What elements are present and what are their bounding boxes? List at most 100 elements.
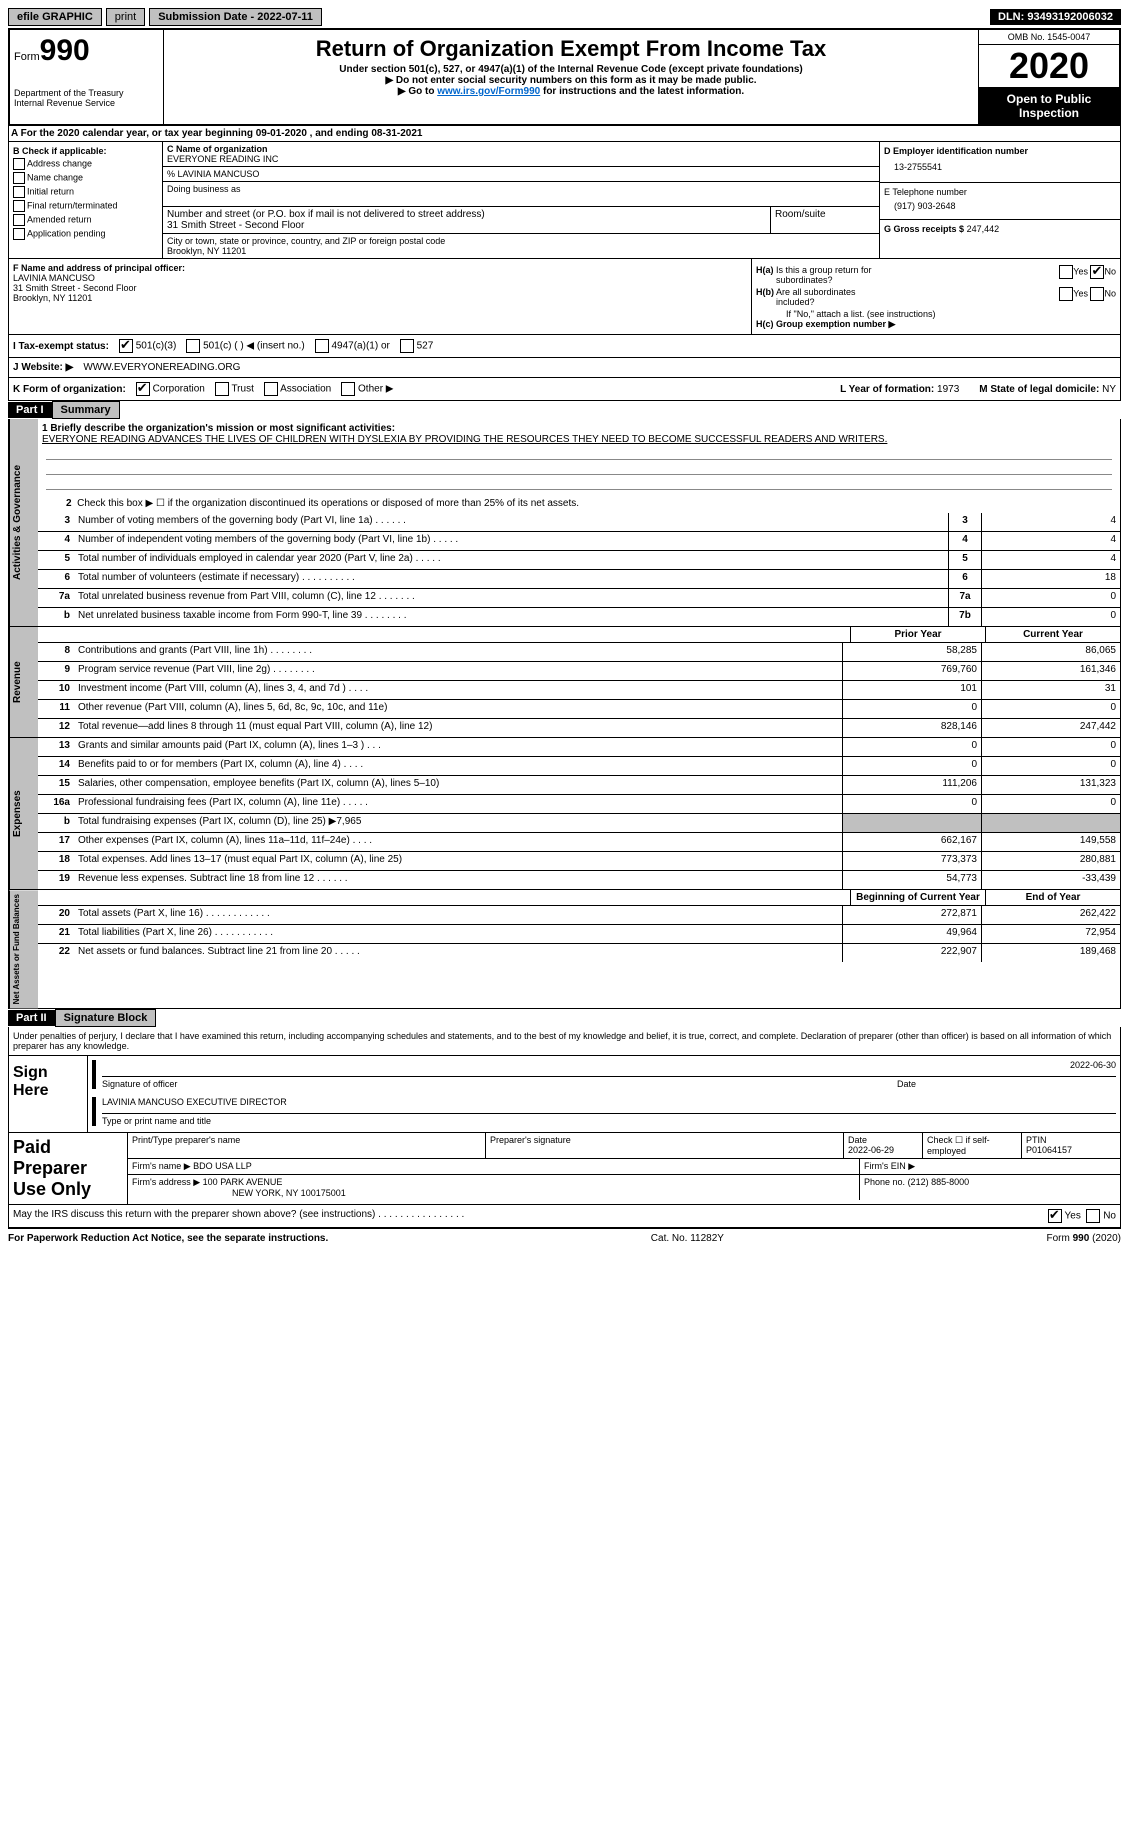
hc-label: H(c) Group exemption number ▶ bbox=[756, 319, 1116, 330]
table-row: 16a Professional fundraising fees (Part … bbox=[38, 795, 1120, 814]
check-address[interactable] bbox=[13, 158, 25, 170]
table-row: 20 Total assets (Part X, line 16) . . . … bbox=[38, 906, 1120, 925]
table-row: 11 Other revenue (Part VIII, column (A),… bbox=[38, 700, 1120, 719]
note-goto-post: for instructions and the latest informat… bbox=[540, 86, 744, 97]
chk-trust[interactable] bbox=[215, 382, 229, 396]
table-row: 10 Investment income (Part VIII, column … bbox=[38, 681, 1120, 700]
discuss-yes[interactable] bbox=[1048, 1209, 1062, 1223]
officer-addr1: 31 Smith Street - Second Floor bbox=[13, 283, 137, 293]
ha-yes[interactable] bbox=[1059, 265, 1073, 279]
declaration-text: Under penalties of perjury, I declare th… bbox=[9, 1027, 1120, 1055]
expenses-table: Expenses 13 Grants and similar amounts p… bbox=[8, 738, 1121, 890]
note-goto-pre: ▶ Go to bbox=[398, 86, 437, 97]
officer-addr2: Brooklyn, NY 11201 bbox=[13, 293, 92, 303]
type-name-label: Type or print name and title bbox=[102, 1116, 1116, 1126]
print-button[interactable]: print bbox=[106, 8, 145, 26]
ha-no[interactable] bbox=[1090, 265, 1104, 279]
addr-label: Number and street (or P.O. box if mail i… bbox=[167, 209, 766, 220]
table-row: 21 Total liabilities (Part X, line 26) .… bbox=[38, 925, 1120, 944]
firm-addr2: NEW YORK, NY 100175001 bbox=[132, 1188, 346, 1198]
officer-printed: LAVINIA MANCUSO EXECUTIVE DIRECTOR bbox=[102, 1097, 287, 1111]
footer-mid: Cat. No. 11282Y bbox=[651, 1233, 724, 1244]
top-bar: efile GRAPHIC print Submission Date - 20… bbox=[8, 8, 1121, 26]
preparer-section: Paid Preparer Use Only Print/Type prepar… bbox=[8, 1133, 1121, 1205]
check-final[interactable] bbox=[13, 200, 25, 212]
footer: For Paperwork Reduction Act Notice, see … bbox=[8, 1228, 1121, 1248]
vlabel-netassets: Net Assets or Fund Balances bbox=[9, 890, 38, 1008]
table-row: 18 Total expenses. Add lines 13–17 (must… bbox=[38, 852, 1120, 871]
chk-other[interactable] bbox=[341, 382, 355, 396]
table-row: 7a Total unrelated business revenue from… bbox=[38, 589, 1120, 608]
dept-line2: Internal Revenue Service bbox=[14, 98, 159, 108]
discuss-no[interactable] bbox=[1086, 1209, 1100, 1223]
firm-ein-label: Firm's EIN ▶ bbox=[860, 1159, 1120, 1174]
part2-title: Signature Block bbox=[55, 1009, 157, 1027]
h-note: If "No," attach a list. (see instruction… bbox=[756, 309, 1116, 319]
chk-527[interactable] bbox=[400, 339, 414, 353]
blank-line bbox=[46, 475, 1112, 490]
part2-header: Part II bbox=[8, 1010, 55, 1026]
firm-phone: (212) 885-8000 bbox=[908, 1177, 970, 1187]
table-row: 22 Net assets or fund balances. Subtract… bbox=[38, 944, 1120, 962]
efile-label: efile GRAPHIC bbox=[8, 8, 102, 26]
part1-header: Part I bbox=[8, 402, 52, 418]
chk-assoc[interactable] bbox=[264, 382, 278, 396]
tax-year: 2020 bbox=[979, 45, 1119, 88]
date-label: Date bbox=[897, 1079, 916, 1089]
table-row: 4 Number of independent voting members o… bbox=[38, 532, 1120, 551]
row-a-period: A For the 2020 calendar year, or tax yea… bbox=[8, 126, 1121, 142]
blank-line bbox=[46, 460, 1112, 475]
chk-corp[interactable] bbox=[136, 382, 150, 396]
j-label: J Website: ▶ bbox=[13, 362, 73, 373]
chk-501c3[interactable] bbox=[119, 339, 133, 353]
firm-addr1: 100 PARK AVENUE bbox=[203, 1177, 283, 1187]
firm-name: BDO USA LLP bbox=[193, 1161, 252, 1171]
omb-number: OMB No. 1545-0047 bbox=[979, 30, 1119, 45]
year-formation: 1973 bbox=[937, 384, 959, 395]
vlabel-expenses: Expenses bbox=[9, 738, 38, 889]
table-row: b Total fundraising expenses (Part IX, c… bbox=[38, 814, 1120, 833]
check-pending[interactable] bbox=[13, 228, 25, 240]
k-label: K Form of organization: bbox=[13, 384, 126, 395]
table-row: 12 Total revenue—add lines 8 through 11 … bbox=[38, 719, 1120, 737]
table-row: 3 Number of voting members of the govern… bbox=[38, 513, 1120, 532]
discuss-row: May the IRS discuss this return with the… bbox=[8, 1205, 1121, 1228]
chk-4947[interactable] bbox=[315, 339, 329, 353]
website-value: WWW.EVERYONEREADING.ORG bbox=[83, 362, 240, 373]
g-label: G Gross receipts $ bbox=[884, 224, 964, 234]
note-ssn: ▶ Do not enter social security numbers o… bbox=[168, 75, 974, 86]
form-subtitle: Under section 501(c), 527, or 4947(a)(1)… bbox=[168, 64, 974, 75]
open-public-label: Open to Public Inspection bbox=[979, 88, 1119, 124]
room-label: Room/suite bbox=[771, 207, 879, 233]
signature-section: Under penalties of perjury, I declare th… bbox=[8, 1027, 1121, 1133]
table-row: 9 Program service revenue (Part VIII, li… bbox=[38, 662, 1120, 681]
table-row: 17 Other expenses (Part IX, column (A), … bbox=[38, 833, 1120, 852]
table-row: b Net unrelated business taxable income … bbox=[38, 608, 1120, 626]
check-name[interactable] bbox=[13, 172, 25, 184]
part1-title: Summary bbox=[52, 401, 120, 419]
begin-year-header: Beginning of Current Year bbox=[850, 890, 985, 905]
table-row: 13 Grants and similar amounts paid (Part… bbox=[38, 738, 1120, 757]
submission-date: Submission Date - 2022-07-11 bbox=[149, 8, 322, 26]
table-row: 15 Salaries, other compensation, employe… bbox=[38, 776, 1120, 795]
dln-label: DLN: 93493192006032 bbox=[990, 9, 1121, 25]
section-b: B Check if applicable: Address change Na… bbox=[8, 142, 1121, 259]
hb-no[interactable] bbox=[1090, 287, 1104, 301]
prior-year-header: Prior Year bbox=[850, 627, 985, 642]
line2-text: Check this box ▶ ☐ if the organization d… bbox=[77, 498, 579, 509]
ein-value: 13-2755541 bbox=[884, 156, 1116, 178]
end-year-header: End of Year bbox=[985, 890, 1120, 905]
city-label: City or town, state or province, country… bbox=[167, 236, 875, 246]
irs-link[interactable]: www.irs.gov/Form990 bbox=[437, 86, 540, 97]
footer-right: Form 990 (2020) bbox=[1047, 1233, 1122, 1244]
prep-sig-label: Preparer's signature bbox=[486, 1133, 844, 1158]
check-initial[interactable] bbox=[13, 186, 25, 198]
chk-501c[interactable] bbox=[186, 339, 200, 353]
form-title: Return of Organization Exempt From Incom… bbox=[168, 36, 974, 62]
hb-yes[interactable] bbox=[1059, 287, 1073, 301]
table-row: 5 Total number of individuals employed i… bbox=[38, 551, 1120, 570]
form-label: Form bbox=[14, 51, 40, 63]
check-amended[interactable] bbox=[13, 214, 25, 226]
form-header: Form990 Department of the Treasury Inter… bbox=[8, 28, 1121, 126]
row-j: J Website: ▶ WWW.EVERYONEREADING.ORG bbox=[8, 358, 1121, 378]
